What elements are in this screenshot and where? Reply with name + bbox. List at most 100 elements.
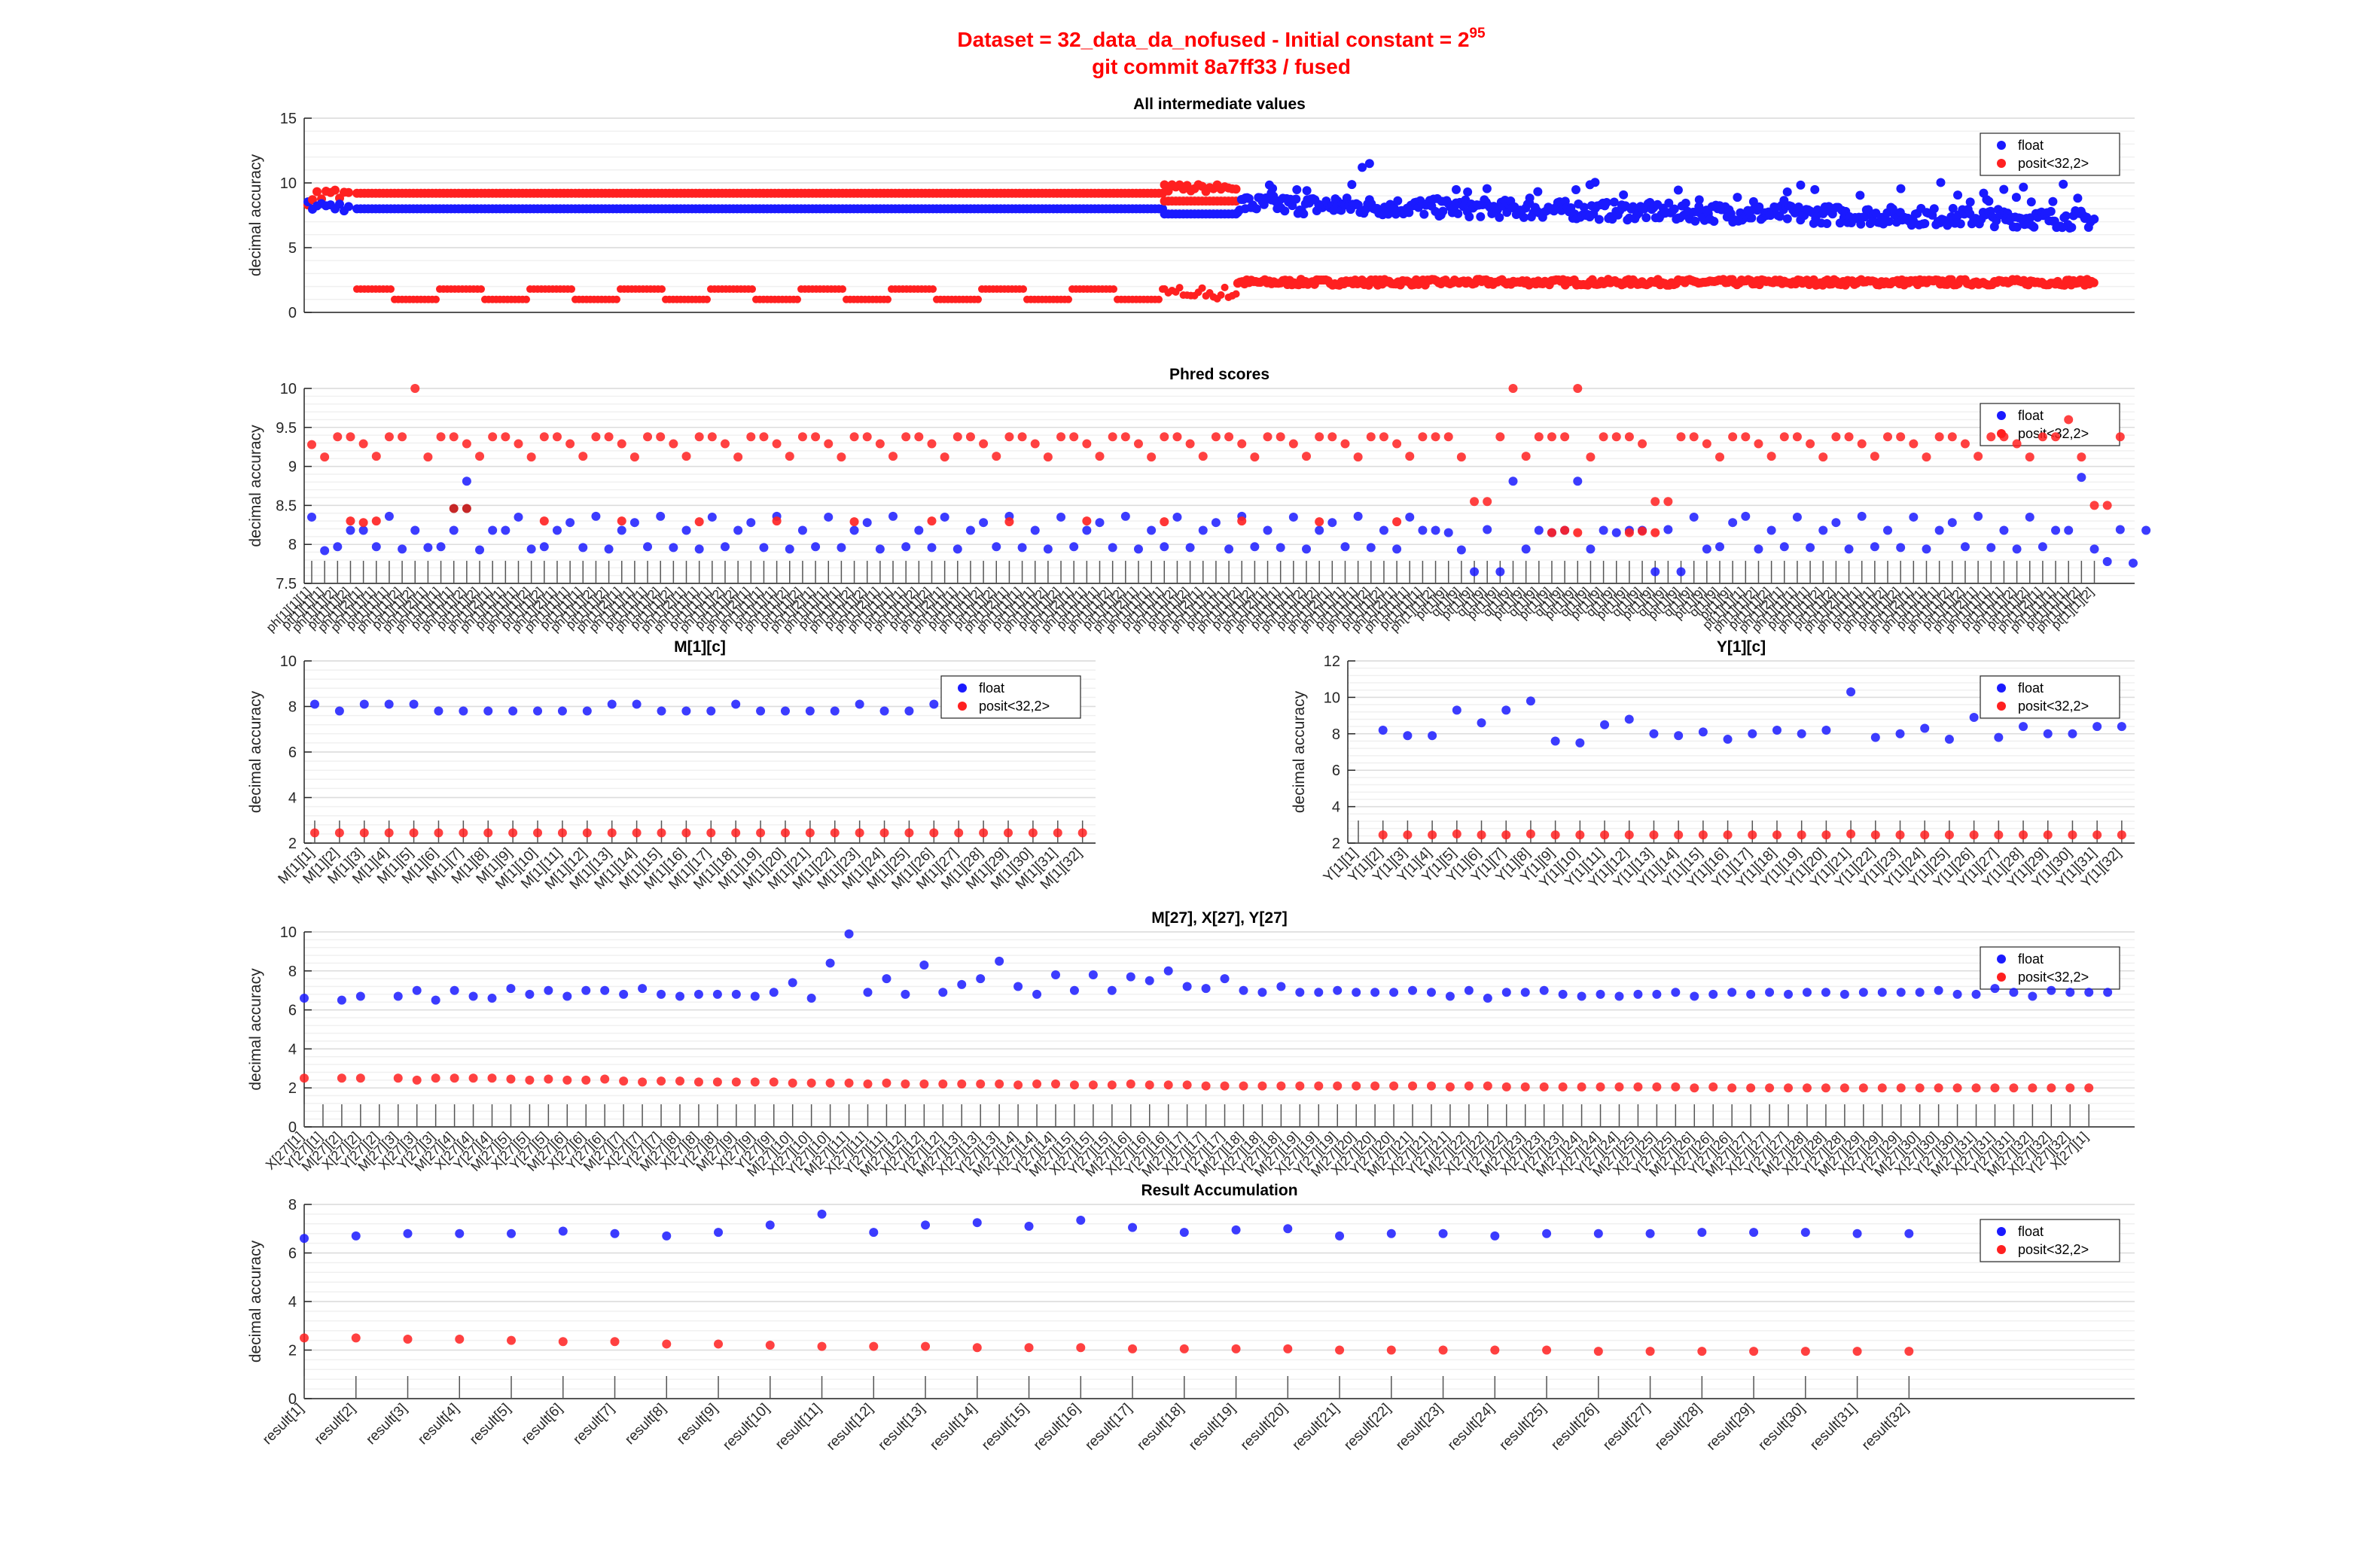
data-point xyxy=(1857,439,1867,449)
y-axis-label: decimal accuracy xyxy=(247,690,264,813)
y-tick-label: 12 xyxy=(1324,653,1340,670)
data-point xyxy=(1378,830,1388,840)
data-point xyxy=(1403,830,1413,840)
data-point xyxy=(632,699,642,709)
data-point xyxy=(1909,439,1919,449)
y-axis-label: decimal accuracy xyxy=(247,1240,264,1362)
data-point xyxy=(1728,432,1738,442)
data-point xyxy=(694,432,704,442)
data-point xyxy=(921,1341,931,1351)
data-point xyxy=(581,985,591,995)
data-point xyxy=(552,432,562,442)
panel-m27: 0 2 4 6 8 10 M[27], X[27], Y[27] decimal accura… xyxy=(247,909,2135,1180)
y-tick-label: 2 xyxy=(1332,836,1340,852)
y-axis-label: decimal accuracy xyxy=(1291,690,1308,813)
data-point xyxy=(1689,432,1699,442)
data-point xyxy=(487,994,497,1003)
data-point xyxy=(1747,213,1757,223)
panel-title: Y[1][c] xyxy=(1717,638,1766,656)
data-point xyxy=(1525,696,1535,706)
data-point xyxy=(1314,988,1324,997)
data-point xyxy=(1327,432,1337,442)
data-point xyxy=(1650,528,1660,537)
data-point xyxy=(1733,193,1742,202)
data-point xyxy=(1870,542,1879,552)
data-point xyxy=(582,828,592,838)
data-point xyxy=(965,432,975,442)
data-point xyxy=(1708,989,1718,999)
data-point xyxy=(830,828,840,838)
data-point xyxy=(1264,180,1274,190)
data-point xyxy=(992,452,1001,461)
x-tick-label: result[30] xyxy=(1755,1401,1808,1454)
data-point xyxy=(1110,285,1117,294)
data-point xyxy=(1896,543,1906,553)
data-point xyxy=(2089,501,2099,510)
data-point xyxy=(1810,184,1820,194)
data-point xyxy=(1437,196,1446,206)
data-point xyxy=(675,1076,684,1086)
data-point xyxy=(488,525,498,535)
data-point xyxy=(1797,729,1806,738)
data-point xyxy=(979,518,989,528)
legend-marker xyxy=(1997,955,2006,964)
y-axis-label: decimal accuracy xyxy=(247,425,264,547)
data-point xyxy=(607,828,617,838)
data-point xyxy=(1463,187,1473,196)
data-point xyxy=(1844,544,1854,554)
x-tick-label: result[16] xyxy=(1031,1401,1084,1454)
data-point xyxy=(1160,517,1169,527)
data-point xyxy=(875,544,885,554)
data-point xyxy=(976,1079,986,1089)
data-point xyxy=(919,1079,929,1089)
data-point xyxy=(506,984,516,994)
data-point xyxy=(733,452,743,462)
data-point xyxy=(1633,989,1643,999)
data-point xyxy=(1179,1228,1189,1238)
data-point xyxy=(2051,432,2061,442)
data-point xyxy=(1276,1081,1286,1091)
data-point xyxy=(1534,432,1544,442)
data-point xyxy=(1263,525,1273,535)
data-point xyxy=(344,187,353,197)
data-point xyxy=(1947,518,1957,528)
x-tick-label: result[9] xyxy=(674,1401,721,1448)
y-tick-label: 10 xyxy=(280,924,297,941)
data-point xyxy=(1573,476,1583,486)
data-point xyxy=(1741,511,1751,521)
data-point xyxy=(694,517,704,527)
data-point xyxy=(371,516,381,526)
data-point xyxy=(1043,544,1053,554)
data-point xyxy=(756,828,766,838)
data-point xyxy=(1237,516,1247,526)
data-point xyxy=(1573,528,1583,537)
data-point xyxy=(1464,1081,1474,1091)
data-point xyxy=(1883,525,1893,535)
data-point xyxy=(1239,985,1248,995)
data-point xyxy=(384,511,394,521)
data-point xyxy=(501,432,511,442)
data-point xyxy=(412,1075,422,1085)
data-point xyxy=(526,452,536,462)
data-point xyxy=(888,452,898,461)
data-point xyxy=(1220,974,1230,984)
data-point xyxy=(1708,1082,1718,1092)
data-point xyxy=(1533,187,1543,196)
data-point xyxy=(423,452,433,462)
data-point xyxy=(1728,518,1738,528)
x-tick-label: result[15] xyxy=(979,1401,1032,1454)
data-point xyxy=(1263,432,1273,442)
data-point xyxy=(1953,190,1963,200)
data-point xyxy=(2009,1083,2019,1093)
legend-label: float xyxy=(2018,1224,2044,1239)
data-point xyxy=(1969,713,1979,723)
data-point xyxy=(849,432,859,442)
data-point xyxy=(1664,198,1674,208)
data-point xyxy=(410,384,420,393)
legend-label: float xyxy=(979,680,1004,696)
data-point xyxy=(882,974,892,984)
legend-label: posit<32,2> xyxy=(2018,699,2089,714)
data-point xyxy=(1723,735,1733,744)
data-point xyxy=(1800,1228,1810,1238)
data-point xyxy=(1082,439,1092,449)
